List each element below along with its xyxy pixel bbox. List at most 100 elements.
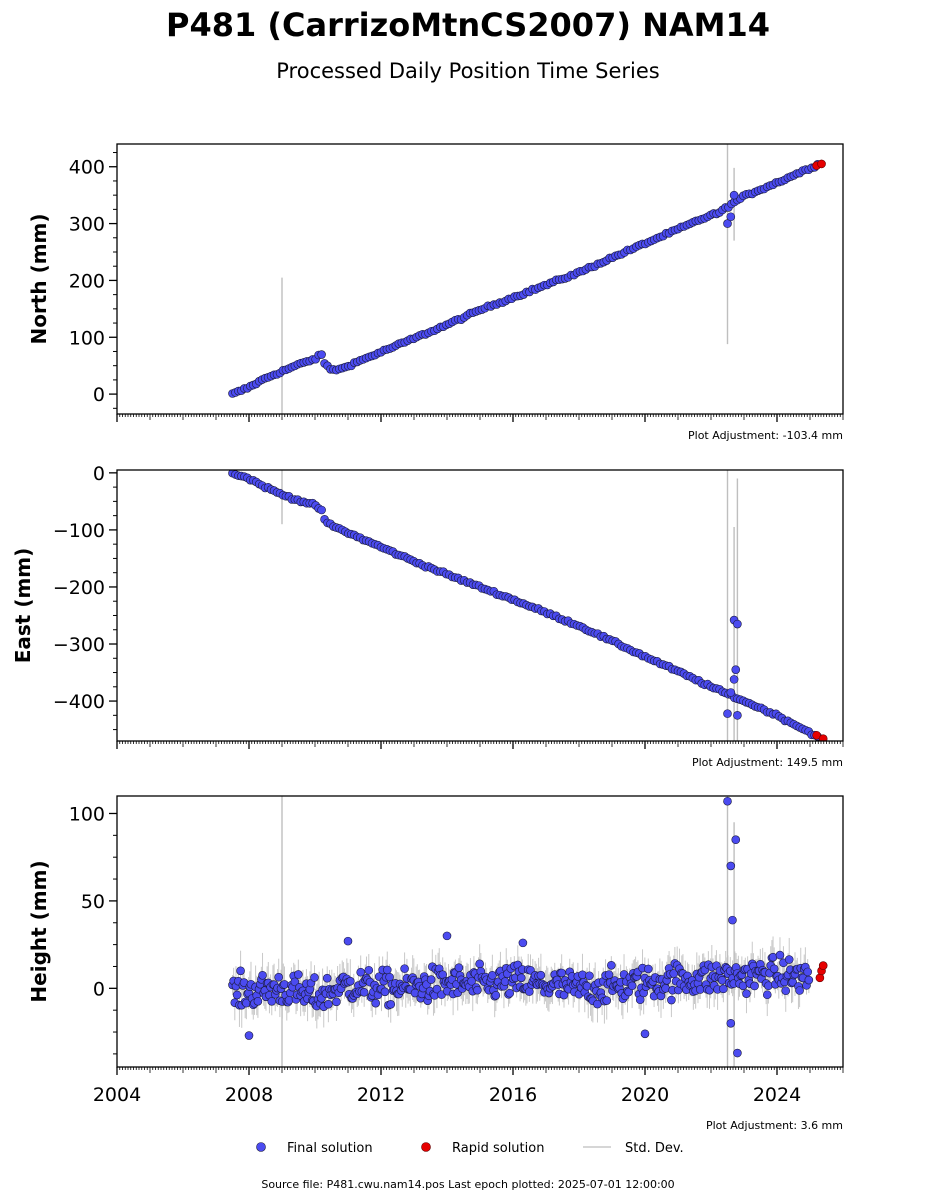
final-point xyxy=(742,989,751,998)
final-point xyxy=(536,970,546,980)
plot-adjustment-note: Plot Adjustment: 149.5 mm xyxy=(692,756,843,769)
final-point xyxy=(491,990,501,1000)
final-point xyxy=(236,966,245,976)
final-point xyxy=(364,965,374,975)
legend-final-marker xyxy=(256,1142,266,1152)
final-point xyxy=(475,959,484,969)
final-point xyxy=(317,505,326,515)
legend-rapid-marker xyxy=(421,1142,431,1152)
plot-adjustment-note: Plot Adjustment: 3.6 mm xyxy=(706,1119,843,1132)
x-tick-label: 2004 xyxy=(93,1084,141,1106)
final-point xyxy=(643,964,653,974)
panel-0: 0 100 200 300 400 North (mm) Plot Adjustment: … xyxy=(27,143,844,442)
final-point xyxy=(667,995,676,1005)
final-point xyxy=(635,995,645,1005)
final-point xyxy=(804,975,814,985)
final-point xyxy=(719,984,728,994)
final-outlier-point xyxy=(723,796,732,806)
final-point xyxy=(386,1000,396,1009)
plot-area xyxy=(228,144,826,414)
x-tick-label: 2012 xyxy=(357,1084,405,1106)
final-solution-points xyxy=(228,796,814,1058)
panel-2: 0 50 100 2004 2008 2012 2016 2020 2024 Height (mm… xyxy=(27,795,844,1132)
final-point xyxy=(784,955,794,964)
final-point xyxy=(267,997,277,1006)
legend-final-label: Final solution xyxy=(287,1141,373,1156)
final-outlier-point xyxy=(729,675,739,684)
rapid-point xyxy=(818,734,828,741)
final-point xyxy=(426,975,436,984)
final-point xyxy=(467,976,476,986)
y-axis-label: Height (mm) xyxy=(27,860,51,1002)
legend-std-label: Std. Dev. xyxy=(625,1141,684,1156)
final-point xyxy=(400,964,409,973)
final-point xyxy=(769,964,779,974)
rapid-point xyxy=(818,961,828,970)
final-point xyxy=(317,350,326,359)
final-point xyxy=(346,976,355,986)
plot-area xyxy=(228,470,828,741)
y-tick-label: 0 xyxy=(93,384,105,406)
final-point xyxy=(505,988,515,998)
rapid-solution-points xyxy=(812,730,828,741)
panel-1: 0 −100 −200 −300 −400 East (mm) Plot Adjustmen… xyxy=(11,463,844,769)
y-tick-label: 100 xyxy=(69,803,105,825)
final-point xyxy=(359,988,369,997)
legend: Final solution Rapid solution Std. Dev. xyxy=(256,1141,684,1156)
final-point xyxy=(382,965,392,975)
figure-subtitle: Processed Daily Position Time Series xyxy=(276,59,660,83)
final-point xyxy=(356,967,366,977)
final-point xyxy=(332,997,341,1007)
final-point xyxy=(585,971,594,981)
std-dev-bars xyxy=(232,796,810,1067)
x-tick-label: 2024 xyxy=(753,1084,801,1106)
y-axis-label: North (mm) xyxy=(27,213,51,344)
final-point xyxy=(750,981,759,991)
final-outlier-point xyxy=(723,219,732,228)
x-tick-label: 2008 xyxy=(225,1084,273,1106)
final-point xyxy=(473,985,482,995)
final-point xyxy=(454,963,464,972)
final-point xyxy=(516,973,526,983)
final-outlier-point xyxy=(731,835,741,845)
final-point xyxy=(432,984,442,994)
final-point xyxy=(310,973,319,982)
x-tick-label: 2020 xyxy=(621,1084,669,1106)
final-solution-points xyxy=(228,159,822,398)
final-point xyxy=(557,968,566,978)
y-tick-label: 50 xyxy=(81,891,105,913)
final-outlier-point xyxy=(518,938,528,948)
final-point xyxy=(324,999,333,1009)
x-tick-label: 2016 xyxy=(489,1084,537,1106)
final-point xyxy=(371,998,381,1008)
final-outlier-point xyxy=(343,936,353,946)
rapid-solution-points xyxy=(812,159,826,170)
final-outlier-point xyxy=(726,688,736,697)
std-dev-bars xyxy=(281,470,739,741)
y-tick-label: −100 xyxy=(53,520,105,542)
final-point xyxy=(764,981,773,991)
final-outlier-point xyxy=(728,915,737,925)
final-point xyxy=(627,981,637,991)
final-point xyxy=(781,986,791,996)
y-tick-label: 0 xyxy=(93,463,105,485)
final-point xyxy=(322,973,332,983)
plot-adjustment-note: Plot Adjustment: -103.4 mm xyxy=(688,429,843,442)
final-outlier-point xyxy=(640,1029,650,1039)
rapid-point xyxy=(817,159,826,169)
final-point xyxy=(604,970,614,979)
rapid-solution-points xyxy=(815,961,828,983)
final-outlier-point xyxy=(733,711,742,720)
final-outlier-point xyxy=(726,1018,736,1028)
final-outlier-point xyxy=(723,709,732,718)
final-outlier-point xyxy=(442,931,452,941)
rapid-point xyxy=(815,973,825,983)
legend-rapid-label: Rapid solution xyxy=(452,1141,544,1156)
final-point xyxy=(294,970,303,979)
final-point xyxy=(290,977,300,987)
final-solution-points xyxy=(228,470,822,741)
final-outlier-point xyxy=(731,665,741,674)
final-point xyxy=(258,971,267,980)
final-outlier-point xyxy=(733,619,742,629)
